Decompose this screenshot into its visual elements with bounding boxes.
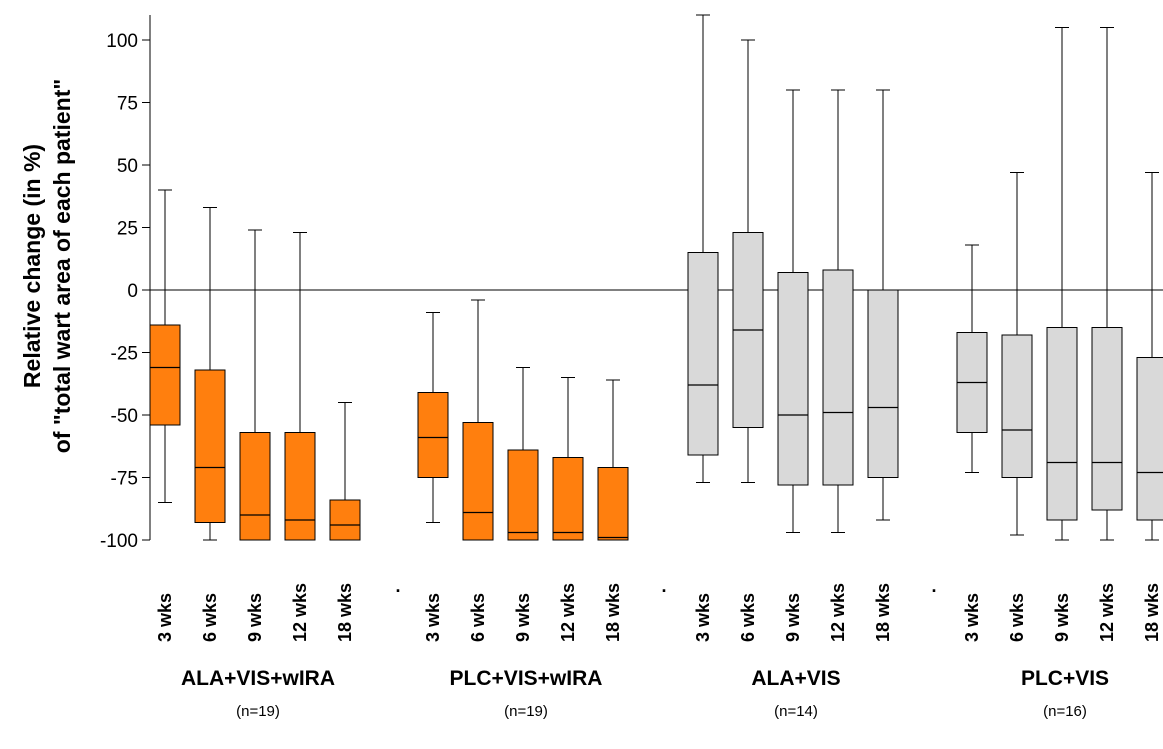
x-tick-label: 12 wks	[290, 583, 310, 642]
x-tick-label: 6 wks	[468, 593, 488, 642]
box-plot	[732, 39, 764, 483]
group-name: ALA+VIS	[751, 667, 840, 690]
iqr-box	[1046, 327, 1078, 521]
x-tick-label: 3 wks	[693, 593, 713, 642]
iqr-box	[329, 499, 361, 541]
iqr-box	[194, 369, 226, 523]
y-tick-label: 50	[117, 156, 138, 177]
y-tick-label: 100	[106, 31, 138, 52]
iqr-box	[687, 252, 719, 456]
box-plot	[956, 244, 988, 473]
x-tick-label: 12 wks	[828, 583, 848, 642]
iqr-box	[507, 449, 539, 541]
y-tick-label: -25	[111, 344, 138, 365]
box-plot	[1091, 27, 1123, 541]
box-plot	[1136, 172, 1163, 541]
iqr-box	[1001, 334, 1033, 478]
x-tick-label: 9 wks	[783, 593, 803, 642]
box-plot	[194, 207, 226, 541]
x-tick-label: 6 wks	[738, 593, 758, 642]
iqr-box	[462, 422, 494, 541]
x-tick-labels: 3 wks 6 wks 9 wks 12 wks 18 wks 3 wks 6 wks 9 w…	[155, 576, 1162, 642]
x-tick-label: 18 wks	[603, 583, 623, 642]
group-labels: ALA+VIS+wIRA (n=19) PLC+VIS+wIRA (n=19) ALA+…	[181, 667, 1109, 720]
iqr-box	[597, 467, 629, 541]
x-tick-label: 18 wks	[335, 583, 355, 642]
y-tick-label: -75	[111, 469, 138, 490]
y-axis-title: Relative change (in %) of "total wart ar…	[19, 79, 75, 454]
box-plot	[149, 189, 181, 503]
box-plot	[284, 232, 316, 541]
box-plot	[329, 402, 361, 541]
group-sample-size: (n=14)	[774, 703, 818, 720]
box-plot	[687, 14, 719, 483]
y-tick-label: 0	[127, 281, 138, 302]
x-tick-label: 18 wks	[873, 583, 893, 642]
x-tick-label: 12 wks	[558, 583, 578, 642]
group-sample-size: (n=19)	[504, 703, 548, 720]
iqr-box	[552, 457, 584, 541]
box-plot	[239, 229, 271, 541]
box-plot	[1001, 172, 1033, 536]
y-tick-label: -100	[100, 531, 138, 552]
y-axis-title-line1: Relative change (in %)	[19, 144, 45, 388]
iqr-box	[1091, 327, 1123, 511]
iqr-box	[284, 432, 316, 541]
x-tick-label: 9 wks	[513, 593, 533, 642]
x-tick-label: 3 wks	[962, 593, 982, 642]
box-plot	[1046, 27, 1078, 541]
iqr-box	[777, 272, 809, 486]
box-plot	[462, 299, 494, 541]
x-tick-label: 9 wks	[245, 593, 265, 642]
iqr-box	[239, 432, 271, 541]
group-sample-size: (n=19)	[236, 703, 280, 720]
iqr-box	[822, 269, 854, 486]
group-name: PLC+VIS+wIRA	[450, 667, 603, 690]
group-separator-dot: .	[395, 576, 400, 596]
box-plot	[777, 89, 809, 533]
box-group	[149, 189, 361, 541]
box-group	[956, 27, 1163, 541]
y-tick-label: -50	[111, 406, 138, 427]
box-group	[687, 14, 899, 533]
group-name: ALA+VIS+wIRA	[181, 667, 335, 690]
box-plot	[417, 312, 449, 523]
iqr-box	[149, 324, 181, 426]
iqr-box	[867, 289, 899, 478]
box-plot	[822, 89, 854, 533]
x-tick-label: 9 wks	[1052, 593, 1072, 642]
iqr-box	[1136, 357, 1163, 521]
x-tick-label: 12 wks	[1097, 583, 1117, 642]
x-tick-label: 18 wks	[1142, 583, 1162, 642]
box-group	[417, 299, 629, 541]
y-axis: 100 75 50 25 0 -25 -50 -75 -100	[100, 15, 151, 552]
x-tick-label: 6 wks	[1007, 593, 1027, 642]
y-tick-label: 75	[117, 94, 138, 115]
box-plot	[507, 367, 539, 541]
group-sample-size: (n=16)	[1043, 703, 1087, 720]
box-plot	[597, 379, 629, 541]
box-series	[149, 14, 1163, 541]
box-plot	[867, 89, 899, 521]
group-separator-dot: .	[931, 576, 936, 596]
group-name: PLC+VIS	[1021, 667, 1109, 690]
y-tick-label: 25	[117, 219, 138, 240]
box-plot	[552, 377, 584, 541]
group-separator-dot: .	[661, 576, 666, 596]
y-axis-title-line2: of "total wart area of each patient"	[49, 79, 75, 454]
x-tick-label: 3 wks	[155, 593, 175, 642]
iqr-box	[417, 392, 449, 478]
x-tick-label: 6 wks	[200, 593, 220, 642]
x-tick-label: 3 wks	[423, 593, 443, 642]
